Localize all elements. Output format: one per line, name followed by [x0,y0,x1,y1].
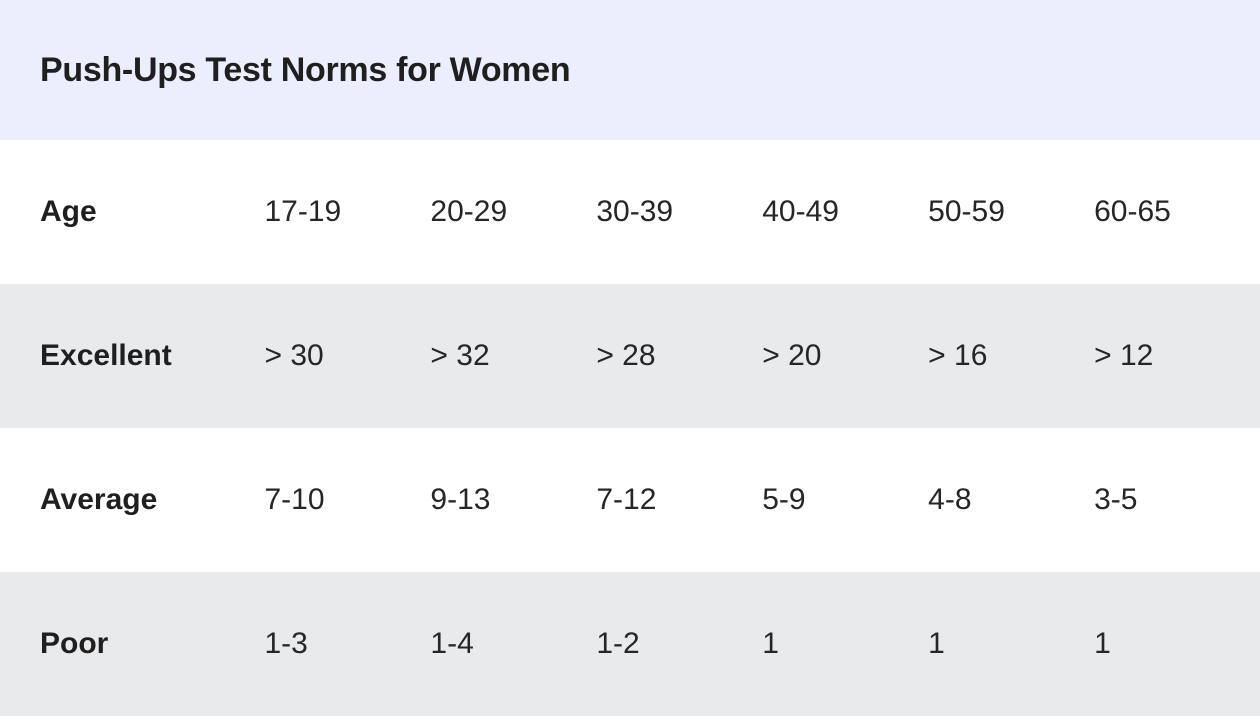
table-cell: 60-65 [1094,195,1171,228]
table-cell: 1 [928,627,945,660]
table-row-average: Average 7-10 9-13 7-12 5-9 4-8 3-5 [0,428,1260,572]
row-label: Poor [40,627,109,660]
table-cell: 4-8 [928,483,972,516]
table-row-poor: Poor 1-3 1-4 1-2 1 1 1 [0,572,1260,716]
table-cell: 3-5 [1094,483,1138,516]
table-cell: 1 [1094,627,1111,660]
table-row-excellent: Excellent > 30 > 32 > 28 > 20 > 16 > 12 [0,284,1260,428]
table-cell: 50-59 [928,195,1005,228]
table-cell: > 12 [1094,339,1154,372]
table-cell: 7-12 [596,483,657,516]
table-title: Push-Ups Test Norms for Women [40,50,571,89]
row-label: Age [40,195,97,228]
table-cell: 30-39 [596,195,674,228]
table-cell: > 16 [928,339,988,372]
table-cell: 20-29 [430,195,508,228]
table-cell: > 30 [264,339,324,372]
table-row-age: Age 17-19 20-29 30-39 40-49 50-59 60-65 [0,140,1260,284]
table-cell: 5-9 [762,483,806,516]
table-cell: 1-2 [596,627,640,660]
table-cell: 1-4 [430,627,474,660]
table-cell: 17-19 [264,195,342,228]
table-cell: > 32 [430,339,490,372]
table-cell: 9-13 [430,483,491,516]
table-cell: > 20 [762,339,822,372]
table-cell: 1-3 [264,627,308,660]
table-cell: > 28 [596,339,656,372]
table-cell: 1 [762,627,779,660]
table-cell: 40-49 [762,195,839,228]
row-label: Average [40,483,158,516]
row-label: Excellent [40,339,172,372]
table-header: Push-Ups Test Norms for Women [0,0,1260,140]
table-cell: 7-10 [264,483,325,516]
